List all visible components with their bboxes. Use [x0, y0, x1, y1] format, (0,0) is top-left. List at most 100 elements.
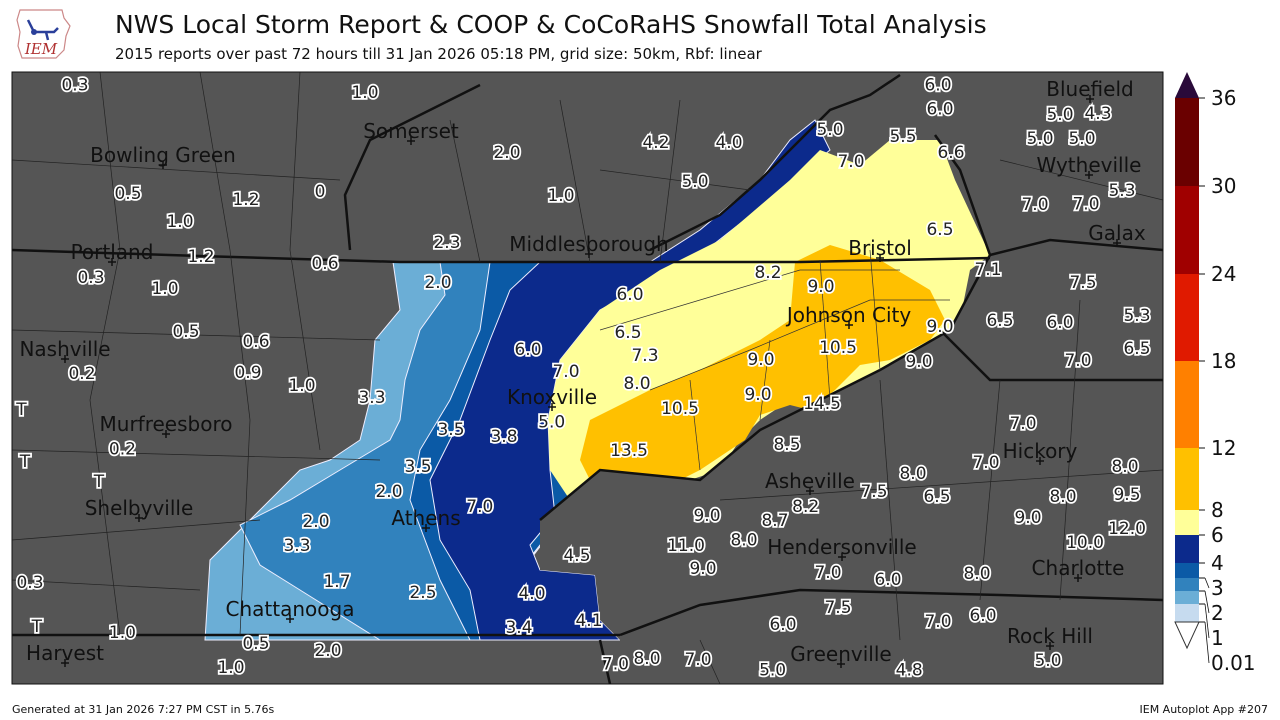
town-marker-icon — [1074, 574, 1082, 582]
trace-report: T — [15, 400, 27, 420]
town-marker-icon — [837, 660, 845, 668]
town-marker-icon — [162, 430, 170, 438]
snowfall-report: 7.0 — [972, 453, 999, 473]
snowfall-report: 1.0 — [109, 623, 136, 643]
colorbar-bin — [1175, 98, 1199, 186]
svg-text:IEM: IEM — [24, 40, 58, 58]
snowfall-report: 1.0 — [151, 279, 178, 299]
snowfall-report: 5.3 — [1108, 181, 1135, 201]
page-title: NWS Local Storm Report & COOP & CoCoRaHS… — [115, 10, 987, 39]
colorbar-bin — [1175, 186, 1199, 274]
snowfall-report: 6.0 — [874, 570, 901, 590]
town-marker-icon — [838, 553, 846, 561]
snowfall-report: 2.0 — [314, 641, 341, 661]
town-marker-icon — [61, 355, 69, 363]
county-border — [289, 72, 321, 451]
snowfall-report: 0.3 — [16, 573, 43, 593]
snowfall-report: 6.0 — [1046, 313, 1073, 333]
contour-orange — [580, 245, 945, 500]
state-border — [619, 588, 1163, 637]
colorbar-bin — [1175, 361, 1199, 448]
county-border — [12, 519, 261, 541]
colorbar-leader — [1204, 621, 1210, 664]
town-marker-icon — [845, 321, 853, 329]
town-marker-icon — [548, 403, 556, 411]
snowfall-report: 8.5 — [773, 435, 800, 455]
county-border — [449, 119, 481, 263]
snowfall-report: 0.2 — [68, 364, 95, 384]
snowfall-report: 8.0 — [899, 464, 926, 484]
snowfall-report: 7.5 — [824, 598, 851, 618]
town-label: Harvest — [26, 641, 104, 665]
colorbar-tick-label: 12 — [1211, 436, 1236, 460]
county-border — [559, 99, 591, 263]
snowfall-report: 7.1 — [974, 260, 1001, 280]
snowfall-report: 6.6 — [937, 143, 964, 163]
snowfall-report: 1.2 — [187, 247, 214, 267]
generated-timestamp: Generated at 31 Jan 2026 7:27 PM CST in … — [12, 703, 275, 716]
snowfall-report: 6.0 — [969, 606, 996, 626]
snowfall-report: 7.5 — [1069, 273, 1096, 293]
snowfall-report: 5.0 — [681, 172, 708, 192]
snowfall-report: 4.8 — [896, 661, 923, 681]
snowfall-report: 6.5 — [923, 487, 950, 507]
county-border — [869, 249, 881, 371]
snowfall-report: 8.0 — [1049, 487, 1076, 507]
county-border — [12, 329, 381, 341]
snowfall-report: 1.0 — [547, 186, 574, 206]
snowfall-report: 5.0 — [1068, 129, 1095, 149]
county-border — [12, 579, 201, 591]
snowfall-report: 0.3 — [77, 268, 104, 288]
snowfall-report: 9.0 — [693, 506, 720, 526]
town-marker-icon — [407, 137, 415, 145]
snowfall-report: 5.0 — [538, 412, 565, 432]
colorbar-leader — [1204, 577, 1210, 589]
colorbar-tick-label: 0.01 — [1211, 651, 1256, 675]
snowfall-report: 6.0 — [616, 285, 643, 305]
colorbar-leader — [1204, 590, 1210, 614]
snowfall-report: 7.0 — [814, 563, 841, 583]
snowfall-report: 4.1 — [575, 611, 602, 631]
town-label: Murfreesboro — [100, 412, 233, 436]
town-marker-icon — [135, 514, 143, 522]
snowfall-report: 5.0 — [759, 661, 786, 681]
snowfall-report: 8.0 — [1111, 457, 1138, 477]
town-label: Hickory — [1003, 439, 1078, 463]
snowfall-report: 8.2 — [754, 263, 781, 283]
town-label: Wytheville — [1037, 153, 1142, 177]
colorbar-tick-label: 36 — [1211, 86, 1236, 110]
snowfall-report: 7.0 — [552, 362, 579, 382]
snowfall-report: 4.0 — [518, 584, 545, 604]
snowfall-report: 7.0 — [1064, 351, 1091, 371]
snowfall-report: 4.2 — [642, 133, 669, 153]
town-marker-icon — [806, 487, 814, 495]
town-label: Knoxville — [507, 385, 597, 409]
town-label: Greenville — [790, 642, 891, 666]
snowfall-report: 6.0 — [924, 76, 951, 96]
snowfall-report: 9.0 — [807, 277, 834, 297]
snowfall-report: 8.0 — [633, 649, 660, 669]
town-label: Asheville — [765, 469, 855, 493]
colorbar-bin — [1175, 563, 1199, 578]
snowfall-report: 14.5 — [803, 394, 841, 414]
snowfall-report: 8.0 — [963, 564, 990, 584]
state-border — [12, 248, 991, 264]
county-border — [89, 72, 121, 636]
snowfall-report: 5.5 — [889, 127, 916, 147]
snowfall-report: 7.0 — [1021, 195, 1048, 215]
town-marker-icon — [1086, 95, 1094, 103]
snowfall-report: 0.9 — [234, 363, 261, 383]
iem-logo: IEM — [16, 9, 71, 59]
colorbar-leader — [1204, 603, 1210, 639]
state-border — [598, 639, 612, 684]
colorbar-bin — [1175, 535, 1199, 563]
state-border — [539, 134, 992, 521]
snowfall-report: 1.0 — [351, 83, 378, 103]
town-label: Nashville — [19, 337, 110, 361]
snowfall-report: 0.5 — [172, 322, 199, 342]
county-border — [649, 299, 950, 391]
snowfall-report: 7.0 — [1072, 194, 1099, 214]
snowfall-report: 5.0 — [1026, 129, 1053, 149]
county-border — [599, 169, 751, 191]
